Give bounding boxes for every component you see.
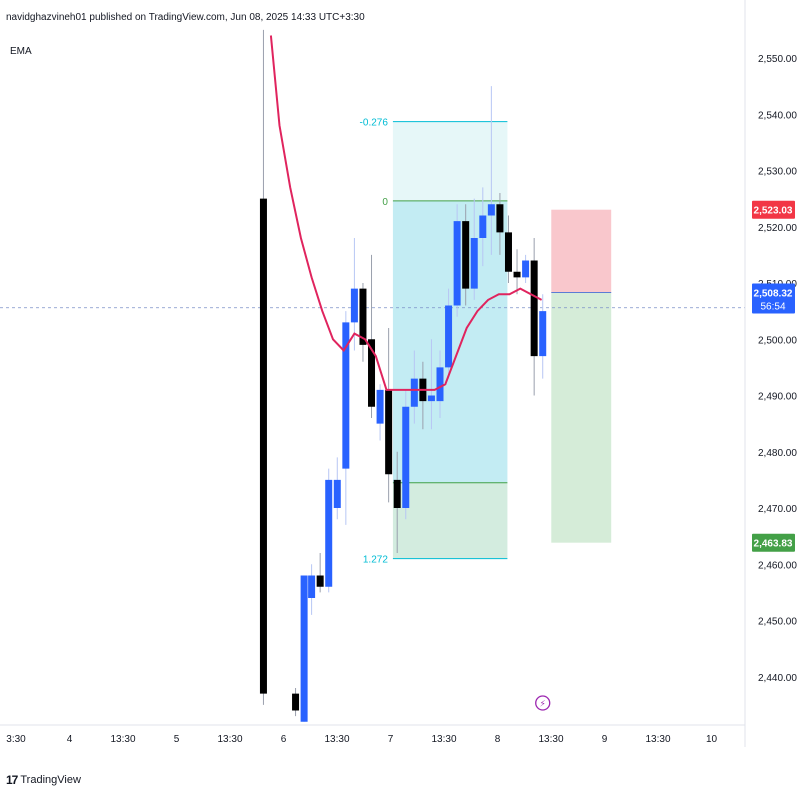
fib-level-label: 1.272 bbox=[363, 555, 388, 566]
tradingview-footer[interactable]: 17 TradingView bbox=[6, 773, 81, 787]
price-tick-label: 2,480.00 bbox=[758, 448, 797, 459]
time-tick-label: 13:30 bbox=[431, 734, 456, 745]
time-tick-label: 13:30 bbox=[645, 734, 670, 745]
candle-body[interactable] bbox=[359, 288, 367, 345]
candle-body[interactable] bbox=[470, 238, 478, 289]
time-tick-label: 4 bbox=[67, 734, 73, 745]
time-tick-label: 6 bbox=[281, 734, 287, 745]
candle-body[interactable] bbox=[368, 339, 376, 407]
candle-body[interactable] bbox=[496, 204, 504, 233]
candle-body[interactable] bbox=[453, 221, 461, 306]
candle-body[interactable] bbox=[325, 479, 333, 587]
take-profit-zone[interactable] bbox=[551, 292, 612, 543]
candle-body[interactable] bbox=[316, 575, 324, 587]
candle-body[interactable] bbox=[259, 198, 267, 694]
lightning-icon[interactable] bbox=[535, 695, 551, 711]
last-price-badge-text: 2,508.32 bbox=[754, 288, 793, 299]
candle-body[interactable] bbox=[333, 479, 341, 508]
time-tick-label: 10 bbox=[706, 734, 718, 745]
time-tick-label: 13:30 bbox=[110, 734, 135, 745]
candle-body[interactable] bbox=[308, 575, 316, 599]
fib-zone-lower bbox=[392, 482, 508, 559]
price-tick-label: 2,460.00 bbox=[758, 560, 797, 571]
ema-indicator-label[interactable]: EMA bbox=[10, 46, 32, 57]
candle-body[interactable] bbox=[487, 204, 495, 216]
last-price-badge[interactable] bbox=[752, 283, 795, 314]
time-tick-label: 9 bbox=[602, 734, 608, 745]
tradingview-logo-icon: 17 bbox=[6, 773, 18, 787]
time-tick-label: 13:30 bbox=[217, 734, 242, 745]
time-tick-label: 13:30 bbox=[324, 734, 349, 745]
candle-body[interactable] bbox=[522, 260, 530, 278]
candle-body[interactable] bbox=[292, 693, 300, 711]
time-tick-label: 5 bbox=[174, 734, 180, 745]
candle-body[interactable] bbox=[504, 232, 512, 272]
candle-body[interactable] bbox=[479, 215, 487, 239]
stop-price-badge[interactable] bbox=[752, 200, 795, 219]
fib-level-label: 0 bbox=[382, 197, 388, 208]
publish-header: navidghazvineh01 published on TradingVie… bbox=[6, 12, 365, 23]
fib-zone-upper bbox=[392, 121, 508, 201]
ema-line[interactable] bbox=[269, 35, 543, 391]
candle-body[interactable] bbox=[385, 389, 393, 475]
target-price-badge[interactable] bbox=[752, 533, 795, 552]
stop-price-badge-text: 2,523.03 bbox=[754, 206, 793, 217]
time-tick-label: 3:30 bbox=[6, 734, 26, 745]
candle-body[interactable] bbox=[300, 575, 308, 722]
price-tick-label: 2,440.00 bbox=[758, 673, 797, 684]
candle-body[interactable] bbox=[462, 221, 470, 289]
price-tick-label: 2,530.00 bbox=[758, 167, 797, 178]
time-tick-label: 7 bbox=[388, 734, 394, 745]
price-tick-label: 2,520.00 bbox=[758, 223, 797, 234]
price-tick-label: 2,550.00 bbox=[758, 54, 797, 65]
fib-level-label: -0.276 bbox=[360, 118, 389, 129]
candle-body[interactable] bbox=[530, 260, 538, 357]
candle-body[interactable] bbox=[445, 305, 453, 368]
candle-body[interactable] bbox=[376, 389, 384, 424]
candle-body[interactable] bbox=[393, 479, 401, 508]
candle-body[interactable] bbox=[427, 395, 435, 402]
stop-loss-zone[interactable] bbox=[551, 209, 612, 293]
countdown-text: 56:54 bbox=[760, 301, 785, 312]
candle-body[interactable] bbox=[350, 288, 358, 323]
candle-body[interactable] bbox=[342, 322, 350, 469]
price-tick-label: 2,490.00 bbox=[758, 392, 797, 403]
time-tick-label: 8 bbox=[495, 734, 501, 745]
time-tick-label: 13:30 bbox=[538, 734, 563, 745]
candle-body[interactable] bbox=[436, 367, 444, 402]
target-price-badge-text: 2,463.83 bbox=[754, 539, 793, 550]
price-tick-label: 2,470.00 bbox=[758, 504, 797, 515]
candle-body[interactable] bbox=[410, 378, 418, 407]
price-tick-label: 2,540.00 bbox=[758, 110, 797, 121]
lightning-glyph: ⚡ bbox=[540, 699, 546, 709]
candle-body[interactable] bbox=[402, 406, 410, 508]
candle-body[interactable] bbox=[539, 311, 547, 357]
price-tick-label: 2,500.00 bbox=[758, 335, 797, 346]
candle-body[interactable] bbox=[513, 271, 521, 278]
price-tick-label: 2,450.00 bbox=[758, 617, 797, 628]
tradingview-brand-text: TradingView bbox=[20, 774, 81, 786]
